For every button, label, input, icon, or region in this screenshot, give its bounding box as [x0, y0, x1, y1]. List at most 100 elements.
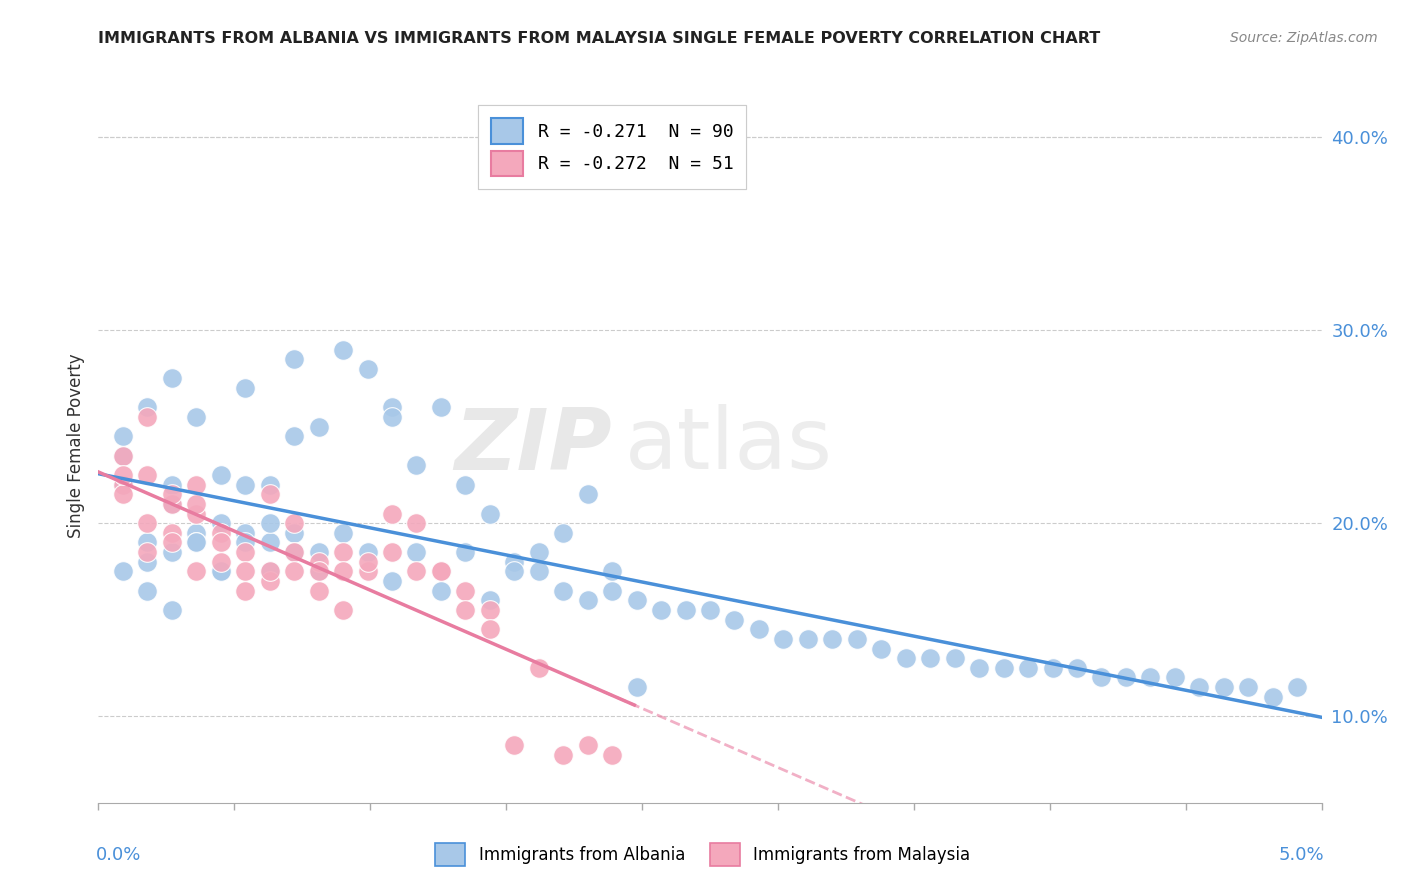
Point	[332, 343, 354, 357]
Text: Source: ZipAtlas.com: Source: ZipAtlas.com	[1230, 31, 1378, 45]
Point	[405, 545, 427, 559]
Point	[209, 565, 232, 579]
Text: 0.0%: 0.0%	[96, 846, 142, 863]
Point	[308, 419, 330, 434]
Legend: R = -0.271  N = 90, R = -0.272  N = 51: R = -0.271 N = 90, R = -0.272 N = 51	[478, 105, 747, 189]
Point	[600, 747, 623, 762]
Point	[259, 477, 281, 491]
Point	[454, 583, 477, 598]
Point	[430, 583, 453, 598]
Point	[186, 535, 208, 549]
Point	[699, 603, 721, 617]
Point	[356, 555, 378, 569]
Point	[233, 525, 256, 540]
Point	[308, 565, 330, 579]
Point	[111, 477, 134, 491]
Text: IMMIGRANTS FROM ALBANIA VS IMMIGRANTS FROM MALAYSIA SINGLE FEMALE POVERTY CORREL: IMMIGRANTS FROM ALBANIA VS IMMIGRANTS FR…	[98, 31, 1101, 46]
Point	[259, 565, 281, 579]
Point	[283, 565, 305, 579]
Point	[405, 565, 427, 579]
Text: ZIP: ZIP	[454, 404, 612, 488]
Point	[136, 555, 159, 569]
Point	[1164, 670, 1187, 684]
Point	[233, 565, 256, 579]
Point	[160, 371, 183, 385]
Point	[259, 487, 281, 501]
Point	[650, 603, 672, 617]
Point	[1261, 690, 1284, 704]
Point	[186, 410, 208, 425]
Point	[186, 565, 208, 579]
Point	[821, 632, 844, 646]
Point	[943, 651, 966, 665]
Point	[1090, 670, 1112, 684]
Point	[894, 651, 917, 665]
Point	[136, 401, 159, 415]
Point	[1115, 670, 1137, 684]
Point	[186, 525, 208, 540]
Point	[283, 352, 305, 367]
Point	[381, 401, 404, 415]
Point	[527, 565, 550, 579]
Point	[356, 565, 378, 579]
Point	[233, 381, 256, 395]
Point	[576, 487, 599, 501]
Point	[870, 641, 893, 656]
Point	[503, 555, 526, 569]
Point	[308, 583, 330, 598]
Point	[553, 525, 575, 540]
Point	[259, 565, 281, 579]
Point	[600, 583, 623, 598]
Point	[308, 555, 330, 569]
Point	[454, 545, 477, 559]
Point	[233, 535, 256, 549]
Point	[111, 449, 134, 463]
Point	[381, 410, 404, 425]
Point	[308, 545, 330, 559]
Point	[160, 487, 183, 501]
Point	[233, 477, 256, 491]
Point	[381, 574, 404, 588]
Point	[209, 555, 232, 569]
Point	[160, 525, 183, 540]
Point	[454, 603, 477, 617]
Point	[186, 477, 208, 491]
Point	[259, 535, 281, 549]
Point	[430, 565, 453, 579]
Point	[920, 651, 942, 665]
Point	[283, 525, 305, 540]
Point	[576, 738, 599, 752]
Point	[332, 565, 354, 579]
Point	[381, 545, 404, 559]
Point	[209, 535, 232, 549]
Text: 5.0%: 5.0%	[1278, 846, 1324, 863]
Point	[283, 429, 305, 443]
Point	[553, 747, 575, 762]
Point	[209, 516, 232, 530]
Point	[160, 497, 183, 511]
Point	[503, 738, 526, 752]
Point	[356, 545, 378, 559]
Point	[136, 516, 159, 530]
Point	[111, 487, 134, 501]
Point	[1212, 680, 1234, 694]
Point	[233, 583, 256, 598]
Point	[136, 467, 159, 482]
Point	[1066, 661, 1088, 675]
Point	[259, 574, 281, 588]
Point	[111, 429, 134, 443]
Point	[160, 545, 183, 559]
Point	[259, 516, 281, 530]
Point	[1286, 680, 1309, 694]
Point	[283, 545, 305, 559]
Point	[111, 449, 134, 463]
Point	[111, 477, 134, 491]
Point	[111, 467, 134, 482]
Point	[111, 565, 134, 579]
Point	[308, 565, 330, 579]
Point	[454, 477, 477, 491]
Point	[967, 661, 990, 675]
Y-axis label: Single Female Poverty: Single Female Poverty	[66, 354, 84, 538]
Point	[478, 622, 501, 636]
Legend: Immigrants from Albania, Immigrants from Malaysia: Immigrants from Albania, Immigrants from…	[427, 835, 979, 875]
